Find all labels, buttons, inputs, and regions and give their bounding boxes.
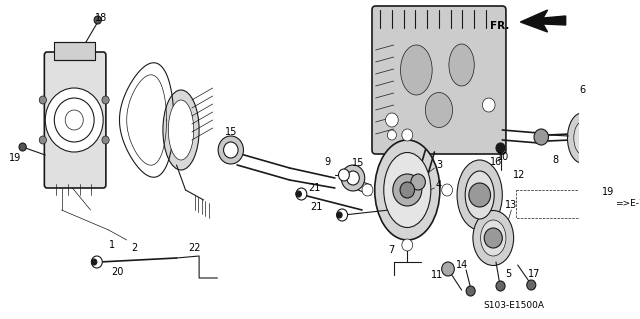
Circle shape bbox=[411, 174, 426, 190]
Text: 10: 10 bbox=[497, 152, 509, 162]
Circle shape bbox=[483, 98, 495, 112]
Text: 6: 6 bbox=[579, 85, 585, 95]
Circle shape bbox=[339, 169, 349, 181]
Ellipse shape bbox=[449, 44, 474, 86]
Text: 18: 18 bbox=[95, 13, 108, 23]
Bar bbox=[54, 42, 95, 60]
Circle shape bbox=[466, 286, 475, 296]
Bar bbox=[516, 190, 579, 218]
Text: 12: 12 bbox=[513, 170, 525, 180]
Text: 2: 2 bbox=[131, 243, 137, 253]
Ellipse shape bbox=[473, 211, 514, 265]
Circle shape bbox=[601, 181, 608, 189]
Circle shape bbox=[610, 129, 623, 143]
Circle shape bbox=[296, 191, 301, 197]
Ellipse shape bbox=[568, 113, 596, 163]
Circle shape bbox=[337, 212, 342, 218]
Ellipse shape bbox=[374, 140, 440, 240]
Text: 5: 5 bbox=[506, 269, 512, 279]
Text: 11: 11 bbox=[431, 270, 444, 280]
Text: 15: 15 bbox=[225, 127, 237, 137]
Circle shape bbox=[400, 182, 415, 198]
Circle shape bbox=[385, 113, 398, 127]
Circle shape bbox=[94, 16, 101, 24]
Circle shape bbox=[39, 96, 47, 104]
Circle shape bbox=[527, 280, 536, 290]
Ellipse shape bbox=[465, 171, 494, 219]
Ellipse shape bbox=[401, 45, 432, 95]
Circle shape bbox=[442, 262, 454, 276]
Circle shape bbox=[54, 98, 94, 142]
Circle shape bbox=[387, 130, 396, 140]
Circle shape bbox=[534, 129, 548, 145]
Circle shape bbox=[45, 88, 103, 152]
Circle shape bbox=[19, 143, 26, 151]
Text: 16: 16 bbox=[490, 157, 502, 167]
Text: 8: 8 bbox=[553, 155, 559, 165]
Circle shape bbox=[296, 188, 307, 200]
Text: 4: 4 bbox=[436, 180, 442, 190]
Text: 1: 1 bbox=[109, 240, 115, 250]
Text: 7: 7 bbox=[388, 245, 394, 255]
Circle shape bbox=[102, 96, 109, 104]
Circle shape bbox=[92, 259, 97, 265]
Text: FR.: FR. bbox=[490, 21, 509, 31]
Ellipse shape bbox=[384, 152, 431, 227]
Text: S103-E1500A: S103-E1500A bbox=[484, 300, 545, 309]
Circle shape bbox=[65, 110, 83, 130]
Circle shape bbox=[484, 228, 502, 248]
Circle shape bbox=[585, 93, 592, 101]
Ellipse shape bbox=[426, 93, 452, 128]
Text: 19: 19 bbox=[9, 153, 22, 163]
Ellipse shape bbox=[163, 90, 199, 170]
Ellipse shape bbox=[457, 160, 502, 230]
Circle shape bbox=[393, 174, 422, 206]
Circle shape bbox=[102, 136, 109, 144]
Ellipse shape bbox=[481, 220, 506, 256]
Text: 14: 14 bbox=[456, 260, 468, 270]
Text: 15: 15 bbox=[352, 158, 365, 168]
Circle shape bbox=[223, 142, 238, 158]
Circle shape bbox=[496, 143, 505, 153]
Circle shape bbox=[496, 281, 505, 291]
Circle shape bbox=[337, 209, 348, 221]
Text: 9: 9 bbox=[324, 157, 331, 167]
FancyBboxPatch shape bbox=[44, 52, 106, 188]
Circle shape bbox=[218, 136, 243, 164]
Circle shape bbox=[469, 183, 490, 207]
Circle shape bbox=[341, 165, 365, 191]
Text: 20: 20 bbox=[111, 267, 124, 277]
Text: 3: 3 bbox=[436, 160, 442, 170]
Text: 19: 19 bbox=[602, 187, 614, 197]
Circle shape bbox=[92, 256, 102, 268]
Ellipse shape bbox=[574, 122, 590, 154]
Text: 17: 17 bbox=[528, 269, 540, 279]
Text: 21: 21 bbox=[308, 183, 320, 193]
Text: 22: 22 bbox=[188, 243, 201, 253]
Text: =>E-7: =>E-7 bbox=[616, 199, 640, 209]
Circle shape bbox=[39, 136, 47, 144]
Circle shape bbox=[402, 239, 413, 251]
Circle shape bbox=[347, 171, 359, 185]
Polygon shape bbox=[520, 10, 566, 32]
Circle shape bbox=[402, 129, 413, 141]
Circle shape bbox=[362, 184, 373, 196]
Text: 13: 13 bbox=[505, 200, 518, 210]
Ellipse shape bbox=[168, 100, 194, 160]
FancyBboxPatch shape bbox=[372, 6, 506, 154]
Circle shape bbox=[442, 184, 452, 196]
Text: 21: 21 bbox=[310, 202, 323, 212]
